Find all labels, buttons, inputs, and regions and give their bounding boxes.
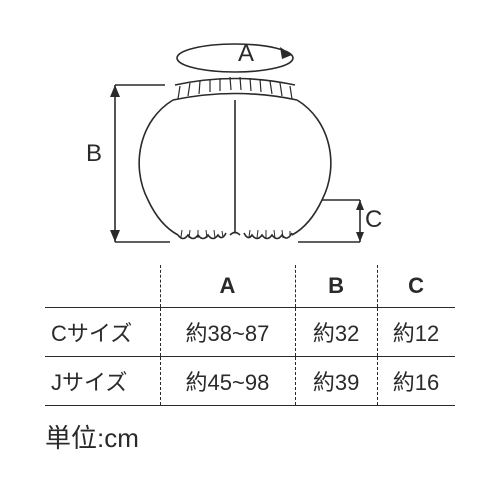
cell-b: 約32 <box>295 308 377 357</box>
garment-svg <box>60 30 380 270</box>
dim-label-c: C <box>365 206 382 234</box>
unit-label: 単位:cm <box>45 418 139 455</box>
cell-c: 約12 <box>377 308 455 357</box>
row-label: Jサイズ <box>45 357 160 406</box>
table-header-c: C <box>377 265 455 308</box>
sizing-spec-sheet: A B C A B C Cサイズ 約38~87 約32 約12 <box>0 0 500 500</box>
table-row: Jサイズ 約45~98 約39 約16 <box>45 357 455 406</box>
table-header-b: B <box>295 265 377 308</box>
table-header-a: A <box>160 265 295 308</box>
cell-c: 約16 <box>377 357 455 406</box>
size-data-table: A B C Cサイズ 約38~87 約32 約12 Jサイズ 約45~98 約3… <box>45 265 455 406</box>
cell-a: 約45~98 <box>160 357 295 406</box>
dim-label-a: A <box>238 40 254 68</box>
table-blank-header <box>45 265 160 308</box>
dim-label-b: B <box>86 140 102 168</box>
cell-b: 約39 <box>295 357 377 406</box>
size-table: A B C Cサイズ 約38~87 約32 約12 Jサイズ 約45~98 約3… <box>45 265 455 406</box>
row-label: Cサイズ <box>45 308 160 357</box>
garment-diagram: A B C <box>60 30 340 260</box>
table-row: Cサイズ 約38~87 約32 約12 <box>45 308 455 357</box>
cell-a: 約38~87 <box>160 308 295 357</box>
